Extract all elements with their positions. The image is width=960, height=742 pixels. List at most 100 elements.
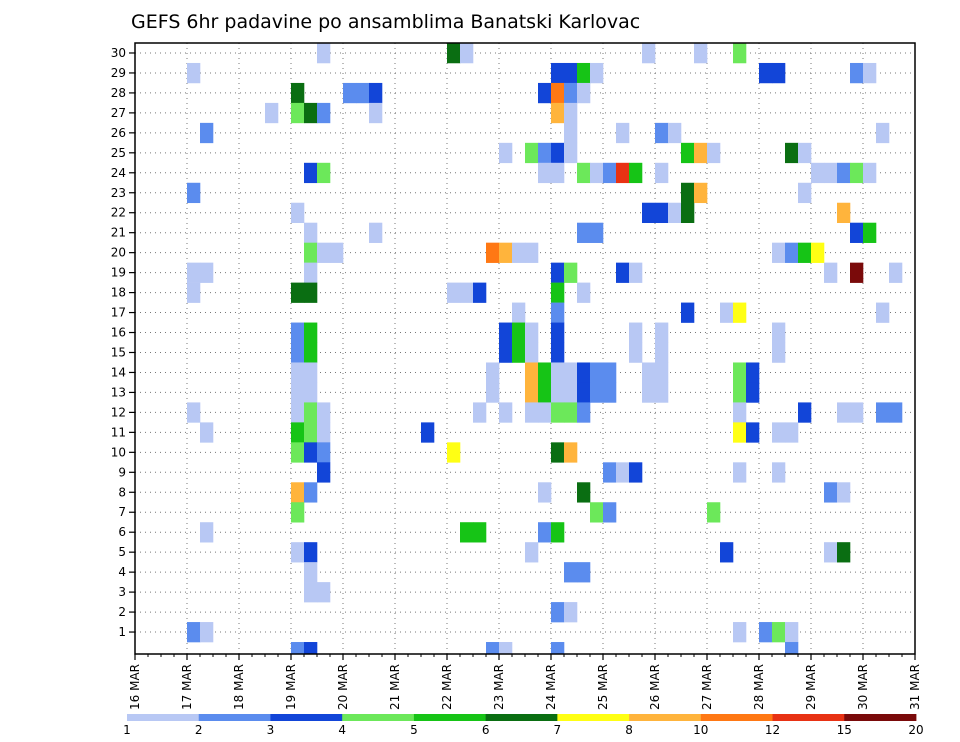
- heatmap-cell: [369, 222, 383, 243]
- heatmap-cell: [525, 362, 539, 383]
- legend-label: 4: [338, 723, 346, 737]
- color-legend: 1 2 3 4 5 6 7 8 10 12 15 20: [123, 714, 924, 737]
- heatmap-cell: [200, 262, 214, 283]
- chart-title: GEFS 6hr padavine po ansamblima Banatski…: [131, 11, 640, 33]
- y-tick-label: 27: [111, 106, 126, 120]
- heatmap-cell: [655, 122, 669, 144]
- heatmap-cell: [564, 102, 578, 124]
- x-tick-label: 20 MAR: [336, 664, 350, 710]
- y-tick-label: 5: [118, 545, 126, 559]
- y-tick-label: 25: [111, 146, 126, 160]
- heatmap-cell: [291, 202, 305, 224]
- heatmap-cell: [187, 402, 201, 423]
- y-tick-label: 7: [118, 505, 126, 519]
- legend-swatch: [629, 714, 702, 721]
- legend-swatch: [844, 714, 917, 721]
- heatmap-cell: [369, 82, 383, 104]
- heatmap-cell: [356, 82, 370, 104]
- heatmap-cell: [876, 302, 890, 323]
- heatmap-cell: [317, 102, 331, 124]
- heatmap-cell: [629, 322, 643, 343]
- y-tick-label: 15: [111, 345, 126, 359]
- heatmap-cell: [486, 642, 500, 655]
- heatmap-cell: [291, 442, 305, 463]
- x-tick-label: 30 MAR: [856, 664, 870, 710]
- heatmap-cell: [733, 462, 747, 483]
- heatmap-cell: [421, 422, 435, 443]
- x-tick-label: 22 MAR: [440, 664, 454, 710]
- heatmap-cell: [720, 542, 734, 563]
- heatmap-cell: [551, 402, 565, 423]
- y-tick-label: 19: [111, 266, 126, 280]
- heatmap-cell: [291, 362, 305, 383]
- heatmap-cell: [551, 322, 565, 343]
- heatmap-cell: [187, 282, 201, 303]
- y-tick-label: 30: [111, 46, 126, 60]
- heatmap-cell: [577, 62, 591, 84]
- heatmap-cell: [577, 162, 591, 184]
- legend-label: 5: [410, 723, 418, 737]
- legend-label: 8: [625, 723, 633, 737]
- heatmap-cell: [642, 382, 656, 403]
- heatmap-cell: [200, 422, 214, 443]
- heatmap-cell: [551, 162, 565, 184]
- heatmap-cell: [499, 402, 513, 423]
- x-tick-label: 28 MAR: [752, 664, 766, 710]
- heatmap-cell: [265, 102, 279, 124]
- heatmap-cell: [577, 282, 591, 303]
- heatmap-cell: [603, 362, 617, 383]
- heatmap-cell: [473, 402, 487, 423]
- heatmap-cell: [772, 342, 786, 363]
- heatmap-cell: [772, 422, 786, 443]
- heatmap-cell: [590, 162, 604, 184]
- heatmap-cell: [317, 422, 331, 443]
- heatmap-cell: [291, 382, 305, 403]
- heatmap-cell: [564, 382, 578, 403]
- heatmap-cell: [694, 142, 708, 164]
- heatmap-cell: [616, 262, 630, 283]
- heatmap-cell: [785, 622, 799, 643]
- heatmap-cell: [304, 342, 318, 363]
- heatmap-cell: [460, 522, 474, 543]
- heatmap-cell: [668, 122, 682, 144]
- heatmap-cell: [798, 242, 812, 263]
- heatmap-cell: [746, 422, 760, 443]
- heatmap-cell: [616, 162, 630, 184]
- heatmap-cell: [525, 342, 539, 363]
- heatmap-cell: [681, 142, 695, 164]
- heatmap-cell: [577, 482, 591, 503]
- y-tick-label: 18: [111, 286, 126, 300]
- heatmap-cell: [512, 302, 526, 323]
- y-tick-label: 20: [111, 246, 126, 260]
- heatmap-cell: [681, 182, 695, 204]
- heatmap-cell: [551, 282, 565, 303]
- heatmap-cell: [291, 502, 305, 523]
- heatmap-cell: [824, 482, 838, 503]
- heatmap-cell: [785, 422, 799, 443]
- heatmap-cell: [291, 322, 305, 343]
- heatmap-cell: [603, 162, 617, 184]
- heatmap-cell: [707, 502, 721, 523]
- heatmap-cell: [473, 522, 487, 543]
- heatmap-cell: [291, 422, 305, 443]
- x-tick-label: 21 MAR: [388, 664, 402, 710]
- heatmap-cell: [551, 302, 565, 323]
- legend-label: 10: [693, 723, 708, 737]
- heatmap-cell: [733, 402, 747, 423]
- heatmap-cell: [590, 62, 604, 84]
- heatmap-cell: [551, 602, 565, 623]
- heatmap-cell: [785, 242, 799, 263]
- heatmap-cell: [837, 542, 851, 563]
- x-tick-label: 29 MAR: [804, 664, 818, 710]
- heatmap-cell: [785, 142, 799, 164]
- heatmap-cell: [317, 462, 331, 483]
- legend-swatch: [127, 714, 200, 721]
- heatmap-cell: [863, 62, 877, 84]
- heatmap-cell: [447, 282, 461, 303]
- legend-label: 1: [123, 723, 131, 737]
- heatmap-cell: [837, 202, 851, 224]
- x-tick-label: 25 MAR: [596, 664, 610, 710]
- heatmap-cell: [551, 522, 565, 543]
- heatmap-cell: [564, 562, 578, 583]
- heatmap-cell: [772, 62, 786, 84]
